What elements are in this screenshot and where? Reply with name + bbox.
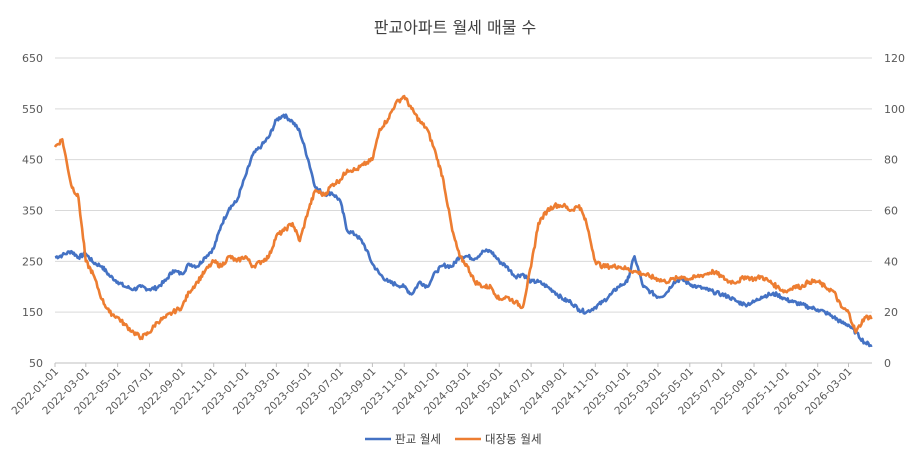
y-tick-label: 150 (22, 306, 43, 319)
y2-tick-label: 120 (884, 52, 905, 65)
legend-label-2: 대장동 월세 (485, 432, 542, 446)
chart-title: 판교아파트 월세 매물 수 (374, 18, 536, 37)
y2-tick-label: 0 (884, 357, 891, 370)
y2-tick-label: 40 (884, 255, 898, 268)
legend-label-1: 판교 월세 (395, 432, 441, 446)
y-tick-label: 650 (22, 52, 43, 65)
series-line-1 (54, 113, 873, 348)
y2-tick-label: 20 (884, 306, 898, 319)
y-tick-label: 550 (22, 103, 43, 116)
y2-tick-label: 60 (884, 205, 898, 218)
y-tick-label: 250 (22, 255, 43, 268)
series-line-2 (53, 94, 873, 341)
y-tick-label: 350 (22, 205, 43, 218)
y2-tick-label: 100 (884, 103, 905, 116)
y2-tick-label: 80 (884, 154, 898, 167)
y-tick-label: 50 (29, 357, 43, 370)
y-tick-label: 450 (22, 154, 43, 167)
